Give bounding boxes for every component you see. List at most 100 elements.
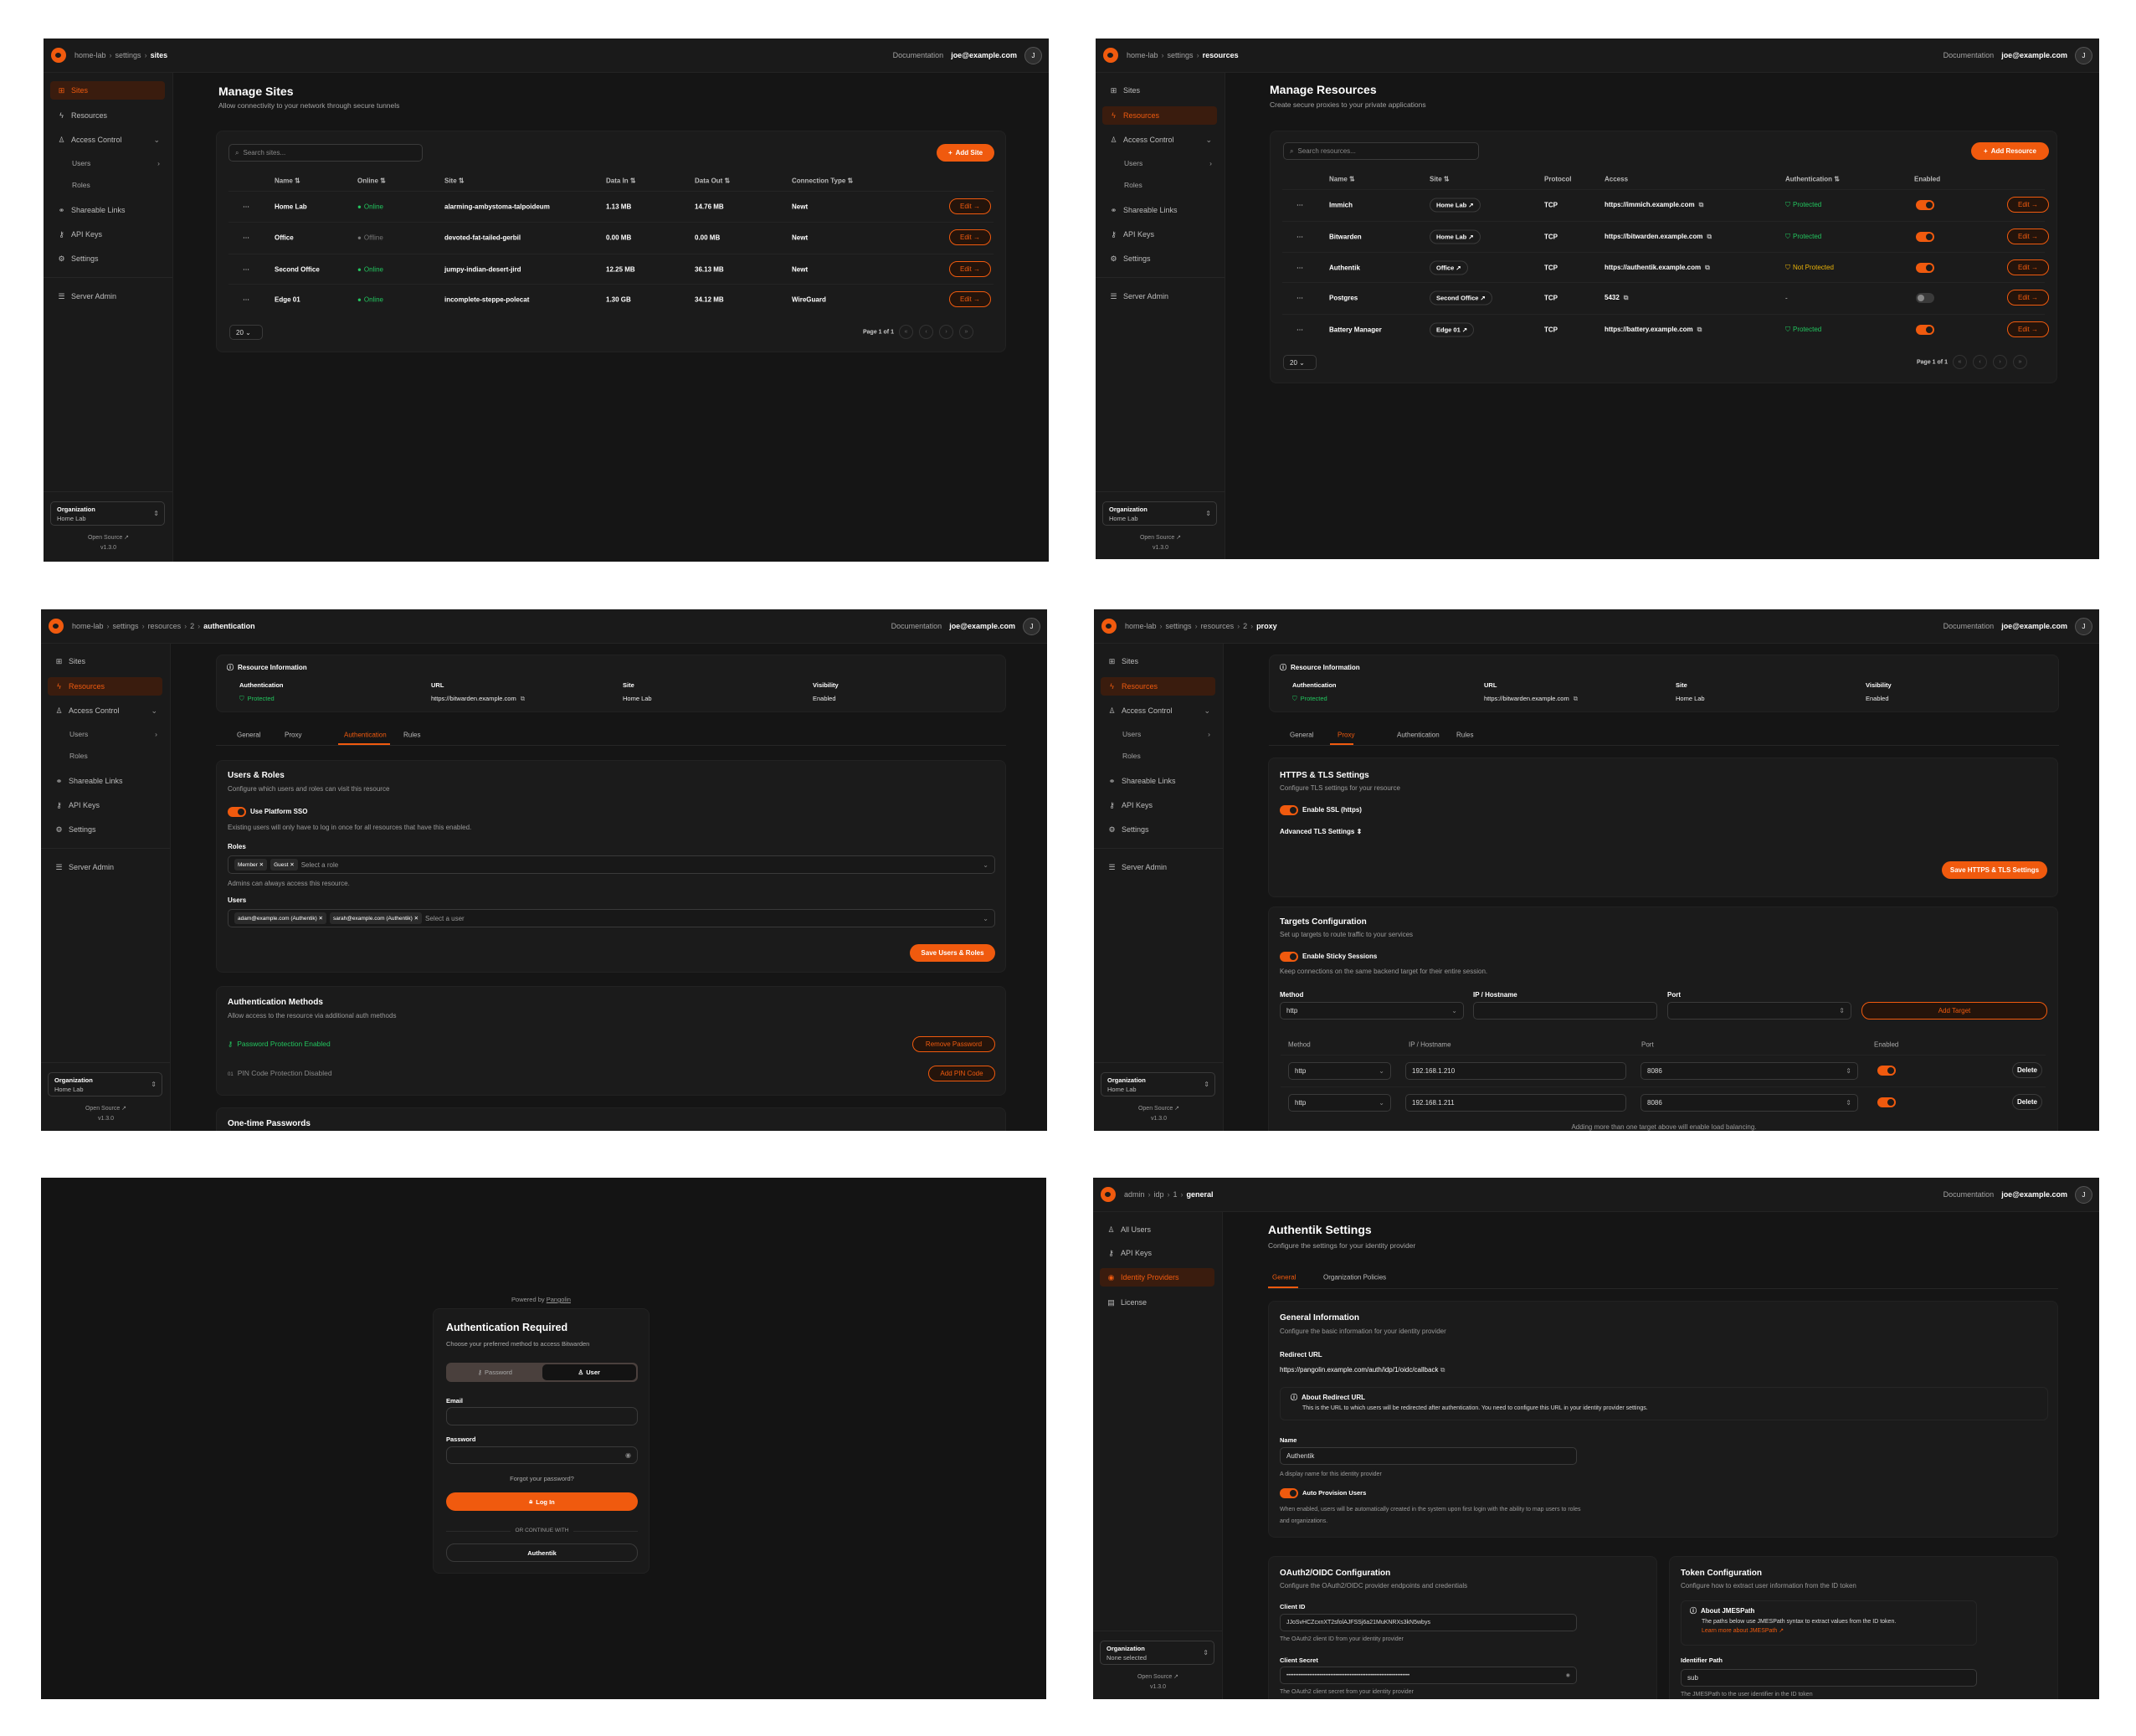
target-ip-input[interactable]: 192.168.1.211 <box>1405 1094 1626 1112</box>
row-actions-icon[interactable]: ⋯ <box>243 265 249 274</box>
user-email[interactable]: joe@example.com <box>2001 51 2067 59</box>
target-enabled-toggle[interactable] <box>1877 1066 1896 1076</box>
add-pin-button[interactable]: Add PIN Code <box>928 1066 995 1081</box>
tab-general[interactable]: General <box>237 731 261 739</box>
copy-icon[interactable]: ⧉ <box>1705 264 1710 271</box>
sidebar-item-all-users[interactable]: ♙ All Users <box>1100 1220 1214 1239</box>
sidebar-item-access-control[interactable]: ♙ Access Control ⌄ <box>48 701 162 720</box>
sidebar-item-settings[interactable]: ⚙ Settings <box>1101 820 1215 839</box>
sidebar-item-access-control[interactable]: ♙ Access Control ⌄ <box>50 131 165 149</box>
forgot-password-link[interactable]: Forgot your password? <box>510 1475 574 1482</box>
pangolin-logo[interactable] <box>49 619 64 634</box>
role-chip[interactable]: Guest ✕ <box>270 859 298 871</box>
enabled-toggle[interactable] <box>1916 325 1934 335</box>
sidebar-item-api-keys[interactable]: ⚷ API Keys <box>1101 796 1215 814</box>
site-link[interactable]: Second Office ↗ <box>1430 290 1492 306</box>
add-resource-button[interactable]: + Add Resource <box>1971 142 2049 160</box>
breadcrumb-item[interactable]: home-lab <box>1127 51 1158 59</box>
tab-organization-policies[interactable]: Organization Policies <box>1323 1273 1387 1281</box>
breadcrumb-item[interactable]: general <box>1186 1190 1214 1199</box>
save-users-roles-button[interactable]: Save Users & Roles <box>910 944 995 962</box>
pangolin-logo[interactable] <box>1101 1187 1116 1202</box>
sidebar-item-server-admin[interactable]: ☰ Server Admin <box>1101 858 1215 876</box>
sidebar-item-shareable-links[interactable]: ⚭ Shareable Links <box>1102 201 1217 219</box>
client-secret-input[interactable]: ••••••••••••••••••••••••••••••••••••••••… <box>1280 1667 1577 1684</box>
identifier-path-input[interactable]: sub <box>1681 1669 1977 1687</box>
tab-rules[interactable]: Rules <box>1456 731 1474 739</box>
sidebar-item-shareable-links[interactable]: ⚭ Shareable Links <box>48 772 162 790</box>
sidebar-item-roles[interactable]: Roles <box>48 747 162 765</box>
enable-ssl-toggle[interactable] <box>1280 805 1298 815</box>
avatar[interactable]: J <box>1023 617 1040 635</box>
enabled-toggle[interactable] <box>1916 263 1934 273</box>
copy-icon[interactable]: ⧉ <box>1440 1366 1445 1374</box>
delete-target-button[interactable]: Delete <box>2012 1094 2042 1110</box>
sidebar-item-settings[interactable]: ⚙ Settings <box>1102 249 1217 268</box>
documentation-link[interactable]: Documentation <box>1943 622 1995 630</box>
row-actions-icon[interactable]: ⋯ <box>1296 294 1303 302</box>
organization-selector[interactable]: Organization Home Lab ⇕ <box>1101 1072 1215 1097</box>
advanced-tls-toggle[interactable]: Advanced TLS Settings ⇕ <box>1280 828 1363 835</box>
edit-button[interactable]: Edit → <box>949 261 991 277</box>
copy-icon[interactable]: ⧉ <box>1707 233 1712 240</box>
row-actions-icon[interactable]: ⋯ <box>1296 201 1303 209</box>
breadcrumb-item[interactable]: settings <box>115 51 141 59</box>
target-port-input[interactable]: 8086 ⇕ <box>1641 1062 1858 1080</box>
open-source-link[interactable]: Open Source ↗ <box>1139 535 1182 541</box>
breadcrumb-item[interactable]: home-lab <box>74 51 106 59</box>
breadcrumb-item[interactable]: settings <box>1165 622 1192 630</box>
organization-selector[interactable]: Organization Home Lab ⇕ <box>1102 501 1217 526</box>
row-actions-icon[interactable]: ⋯ <box>1296 233 1303 241</box>
pangolin-link[interactable]: Pangolin <box>546 1296 571 1303</box>
user-email[interactable]: joe@example.com <box>2001 622 2067 630</box>
documentation-link[interactable]: Documentation <box>1943 1190 1995 1199</box>
next-page-button[interactable]: › <box>1993 355 2007 369</box>
target-method-select[interactable]: http ⌄ <box>1288 1094 1391 1112</box>
method-select[interactable]: http ⌄ <box>1280 1002 1464 1020</box>
enabled-toggle[interactable] <box>1916 293 1934 303</box>
target-ip-input[interactable]: 192.168.1.210 <box>1405 1062 1626 1080</box>
user-email[interactable]: joe@example.com <box>2001 1190 2067 1199</box>
breadcrumb-item[interactable]: resources <box>1200 622 1235 630</box>
breadcrumb-item[interactable]: resources <box>1202 51 1239 59</box>
row-actions-icon[interactable]: ⋯ <box>243 234 249 242</box>
column-header[interactable]: Name ⇅ <box>1329 175 1355 183</box>
sidebar-item-roles[interactable]: Roles <box>50 176 165 194</box>
organization-selector[interactable]: Organization None selected ⇕ <box>1100 1641 1214 1665</box>
sidebar-item-server-admin[interactable]: ☰ Server Admin <box>1102 287 1217 306</box>
tab-authentication[interactable]: Authentication <box>1397 731 1440 739</box>
add-target-button[interactable]: Add Target <box>1861 1002 2047 1020</box>
sidebar-item-api-keys[interactable]: ⚷ API Keys <box>1100 1244 1214 1262</box>
organization-selector[interactable]: Organization Home Lab ⇕ <box>50 501 165 526</box>
avatar[interactable]: J <box>2075 46 2092 64</box>
sidebar-item-api-keys[interactable]: ⚷ API Keys <box>1102 225 1217 244</box>
ip-input[interactable] <box>1473 1002 1657 1020</box>
user-method-tab[interactable]: ♙ User <box>542 1364 636 1380</box>
organization-selector[interactable]: Organization Home Lab ⇕ <box>48 1072 162 1097</box>
users-select[interactable]: adam@example.com (Authentik) ✕ sarah@exa… <box>228 909 995 927</box>
tab-authentication[interactable]: Authentication <box>344 731 387 739</box>
edit-button[interactable]: Edit → <box>2007 197 2049 213</box>
sidebar-item-access-control[interactable]: ♙ Access Control ⌄ <box>1102 131 1217 149</box>
sidebar-item-shareable-links[interactable]: ⚭ Shareable Links <box>50 201 165 219</box>
eye-icon[interactable]: ◉ <box>625 1451 631 1459</box>
sidebar-item-roles[interactable]: Roles <box>1101 747 1215 765</box>
platform-sso-toggle[interactable] <box>228 807 246 817</box>
sidebar-item-sites[interactable]: ⊞ Sites <box>1101 652 1215 670</box>
breadcrumb-item[interactable]: authentication <box>203 622 255 630</box>
last-page-button[interactable]: » <box>959 325 973 339</box>
sidebar-item-resources[interactable]: ϟ Resources <box>50 106 165 125</box>
row-actions-icon[interactable]: ⋯ <box>243 203 249 211</box>
breadcrumb-item[interactable]: 2 <box>1243 622 1248 630</box>
sidebar-item-api-keys[interactable]: ⚷ API Keys <box>48 796 162 814</box>
breadcrumb-item[interactable]: home-lab <box>1125 622 1157 630</box>
sidebar-item-users[interactable]: Users › <box>1101 725 1215 743</box>
site-link[interactable]: Office ↗ <box>1430 260 1468 275</box>
enabled-toggle[interactable] <box>1916 232 1934 242</box>
edit-button[interactable]: Edit → <box>2007 229 2049 244</box>
client-id-input[interactable]: JJoSvHCZcxnXT2sfolAJFSSj6a21MuKNRXs3kN5w… <box>1280 1614 1577 1631</box>
breadcrumb-item[interactable]: sites <box>150 51 168 59</box>
open-source-link[interactable]: Open Source ↗ <box>1137 1106 1180 1112</box>
user-email[interactable]: joe@example.com <box>951 51 1017 59</box>
password-field[interactable]: ◉ <box>446 1446 638 1464</box>
